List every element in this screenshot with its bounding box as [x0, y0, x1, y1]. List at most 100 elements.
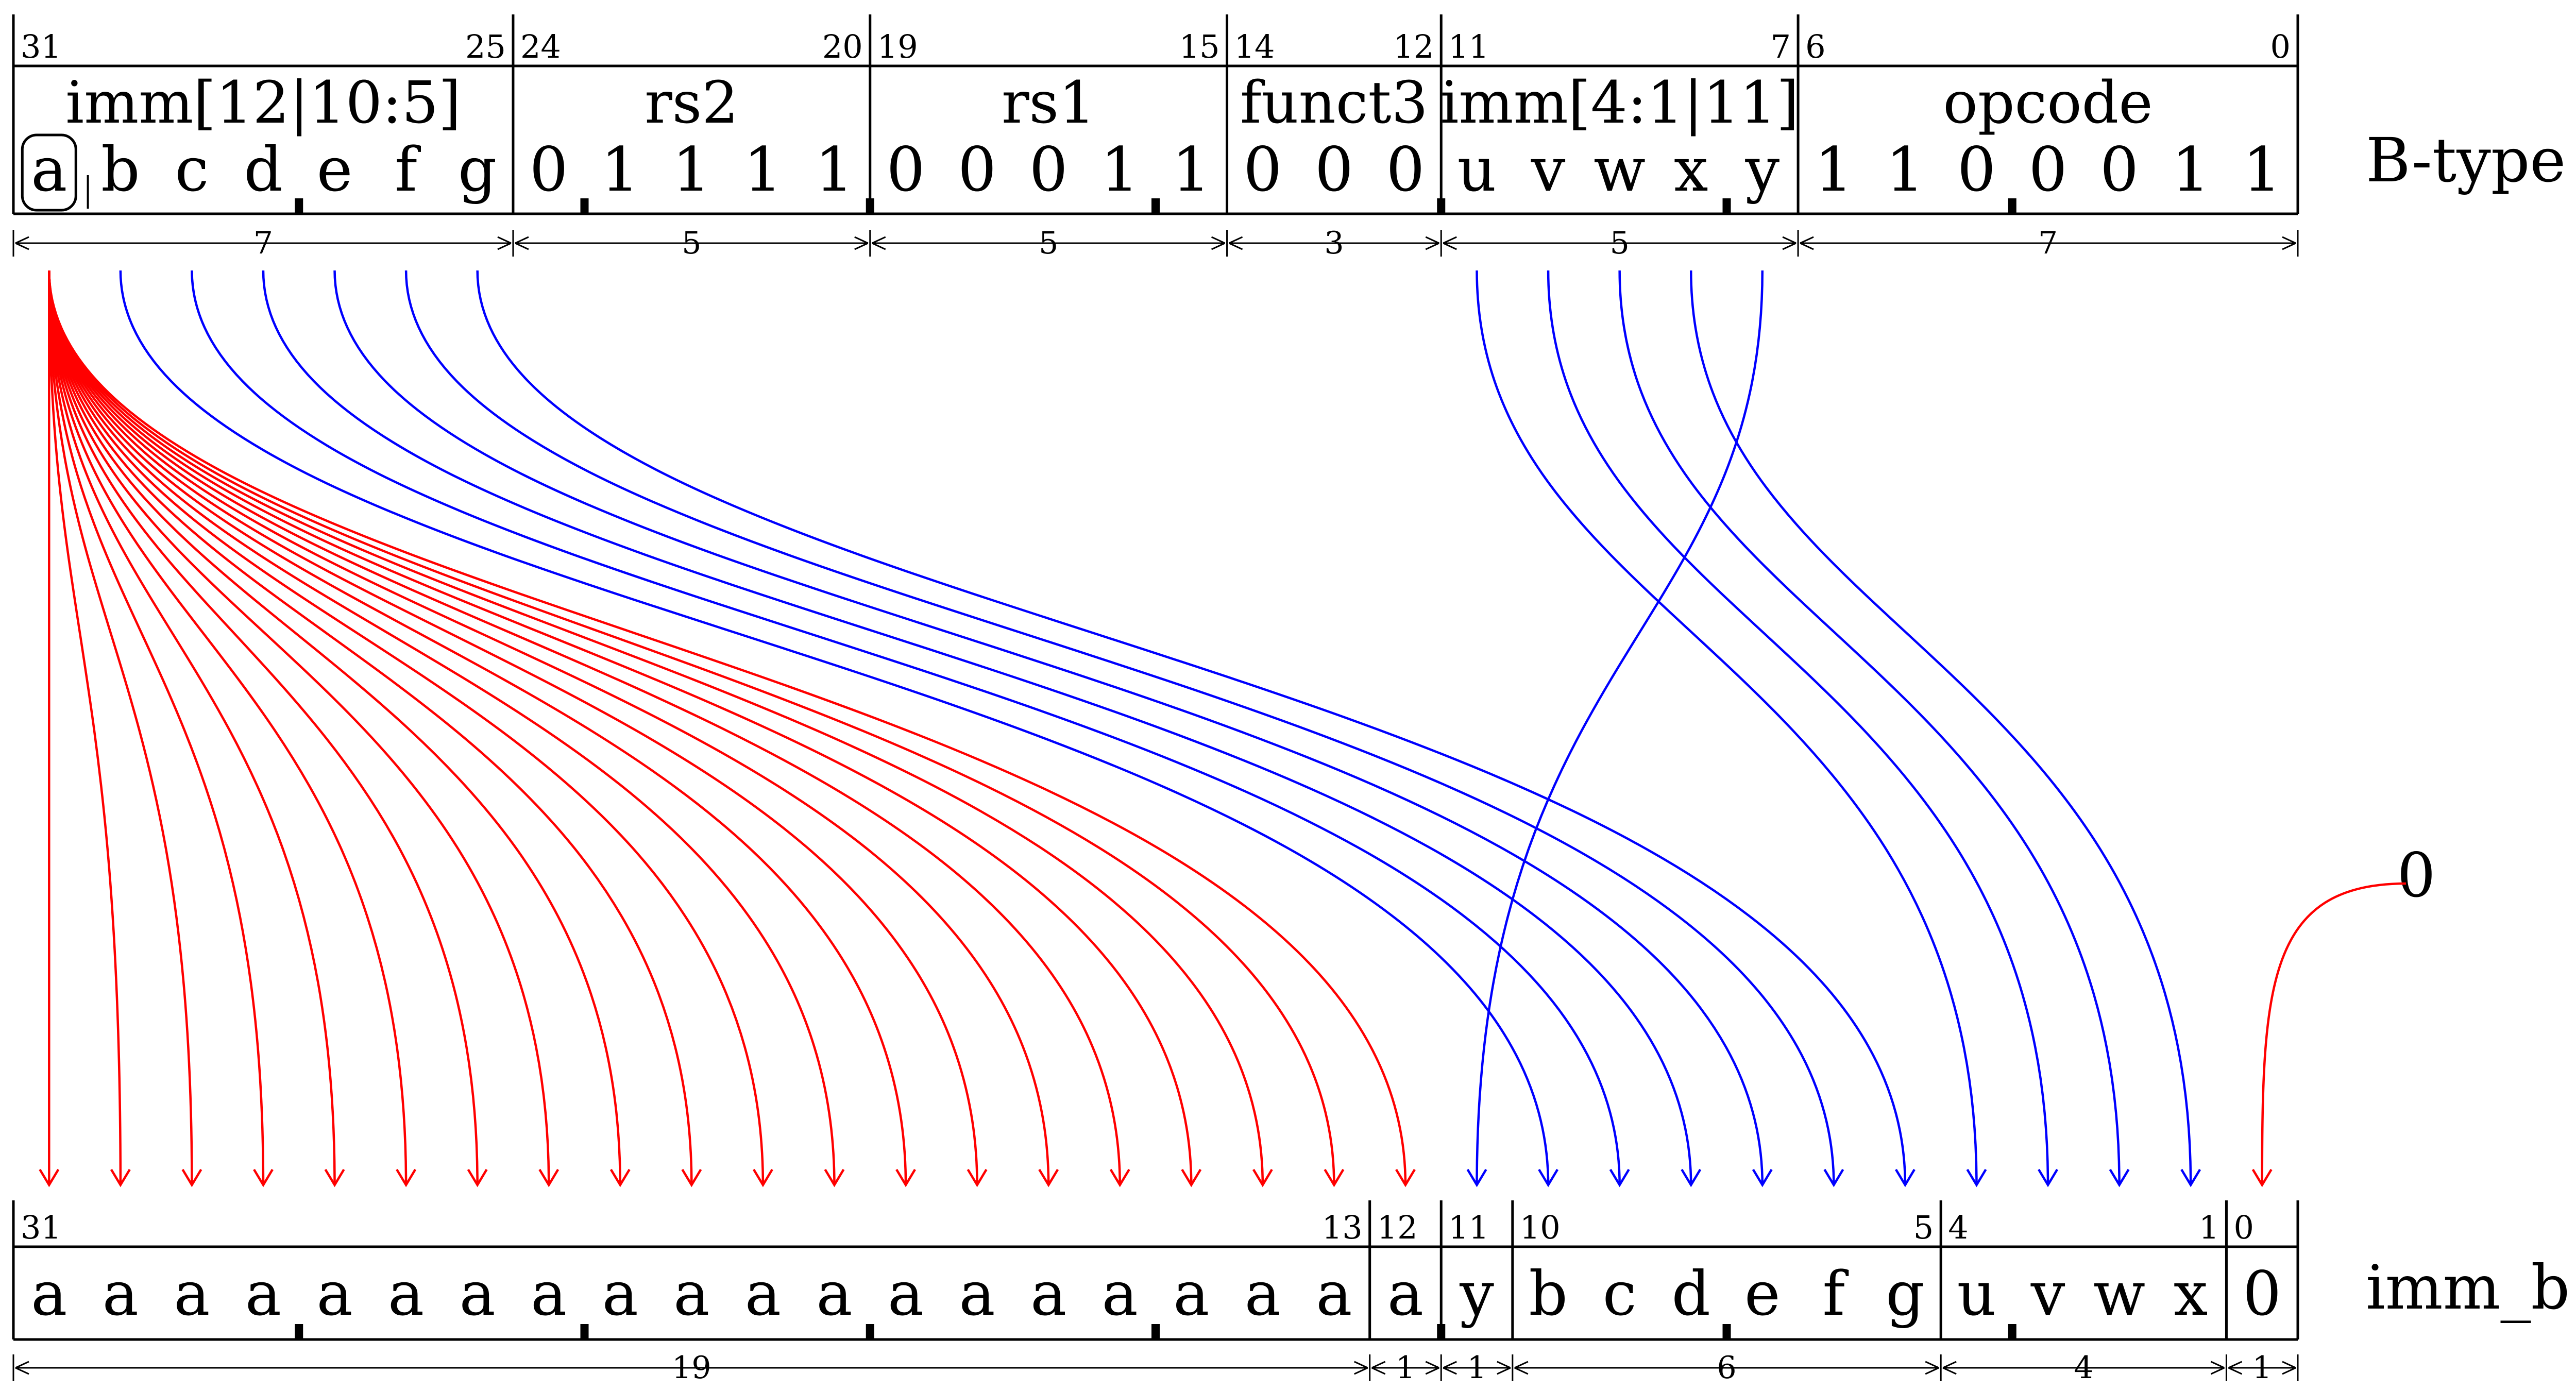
bit-value: a [1030, 1258, 1066, 1329]
b-type-label: B-type [2366, 125, 2566, 196]
bit-value: w [2093, 1258, 2145, 1329]
bit-index-lo: 12 [1393, 28, 1434, 65]
bit-index-lo: 13 [1322, 1209, 1363, 1246]
bit-value: c [1603, 1258, 1637, 1329]
bit-value: a [31, 134, 67, 205]
field-width-label: 5 [682, 225, 701, 261]
mapping-arrowhead [181, 1168, 202, 1188]
field-name: funct3 [1240, 70, 1428, 137]
bit-value: y [1744, 134, 1780, 205]
dimension-arrowhead-left [1228, 236, 1243, 250]
bit-mapping-wires [39, 270, 2406, 1188]
bit-value: a [745, 1258, 781, 1329]
bit-value: 1 [743, 134, 782, 205]
bit-value: 0 [530, 134, 568, 205]
mapping-arrowhead [1538, 1168, 1559, 1188]
bit-value: b [1529, 1258, 1568, 1329]
dimension-arrowhead-left [515, 236, 529, 250]
nibble-marker [866, 1324, 874, 1339]
mapping-arrowhead [752, 1168, 773, 1188]
dimension-arrowhead-left [15, 236, 29, 250]
bit-value: v [1531, 134, 1566, 205]
field-width-label: 19 [672, 1350, 711, 1386]
dimension-arrowhead-right [854, 236, 869, 250]
mapping-arrowhead [681, 1168, 702, 1188]
bit-value: e [1744, 1258, 1781, 1329]
nibble-marker [295, 198, 303, 214]
field-width-label: 7 [253, 225, 273, 261]
bit-value: 1 [815, 134, 854, 205]
mapping-wire [48, 270, 193, 1185]
mapping-arrowhead [467, 1168, 488, 1188]
dimension-arrowhead-left [1942, 1361, 1957, 1375]
mapping-arrowhead [1252, 1168, 1273, 1188]
bit-value: 0 [1315, 134, 1353, 205]
dimension-arrowhead-right [1782, 236, 1797, 250]
bit-value: a [673, 1258, 709, 1329]
bit-index-hi: 19 [877, 28, 918, 65]
mapping-arrowhead [2251, 1168, 2273, 1188]
nibble-marker [580, 198, 589, 214]
bit-value: w [1594, 134, 1646, 205]
sign-bit-highlight [21, 133, 77, 212]
mapping-arrowhead [1181, 1168, 1202, 1188]
dimension-arrowhead-right [1425, 1361, 1439, 1375]
bit-value: a [816, 1258, 852, 1329]
mapping-wire [48, 270, 265, 1185]
mapping-wire [404, 270, 1835, 1185]
mapping-wire [48, 270, 765, 1185]
bit-value: 1 [1815, 134, 1853, 205]
bit-value: g [1886, 1258, 1925, 1329]
dimension-arrowhead-right [2282, 1361, 2296, 1375]
bit-value: 0 [1957, 134, 1996, 205]
mapping-wire [48, 270, 1335, 1185]
bit-value: 0 [1029, 134, 1068, 205]
bit-index-hi: 14 [1234, 28, 1275, 65]
bit-index-lo: 7 [1771, 28, 1791, 65]
field-width-label: 3 [1324, 225, 1344, 261]
nibble-marker [1437, 1324, 1446, 1339]
nibble-marker [2008, 198, 2016, 214]
dimension-arrowhead-left [2228, 1361, 2243, 1375]
nibble-marker [1722, 1324, 1731, 1339]
mapping-arrowhead [2109, 1168, 2130, 1188]
bit-value: d [244, 134, 283, 205]
mapping-arrowhead [609, 1168, 631, 1188]
dimension-arrowhead-right [497, 236, 512, 250]
dimension-arrowhead-right [1497, 1361, 1511, 1375]
mapping-wire [48, 270, 550, 1185]
bit-value: 0 [1386, 134, 1425, 205]
bit-value: a [1245, 1258, 1281, 1329]
mapping-arrowhead [2038, 1168, 2058, 1188]
bit-value: a [602, 1258, 638, 1329]
dimension-arrowhead-left [1514, 1361, 1529, 1375]
bit-value: x [2174, 1258, 2208, 1329]
bit-value: a [959, 1258, 995, 1329]
bit-index-hi: 11 [1448, 1209, 1489, 1246]
dimension-arrowhead-right [1425, 236, 1439, 250]
mapping-arrowhead [1324, 1168, 1345, 1188]
mapping-wire [48, 270, 408, 1185]
bit-index-hi: 31 [21, 28, 61, 65]
bit-value: a [103, 1258, 139, 1329]
field-width-label: 1 [1467, 1350, 1486, 1386]
nibble-marker [1151, 1324, 1160, 1339]
bit-index-hi: 10 [1520, 1209, 1561, 1246]
bit-value: y [1459, 1258, 1494, 1329]
mapping-wire [48, 270, 479, 1185]
bit-value: a [1387, 1258, 1423, 1329]
bit-index-lo: 25 [465, 28, 506, 65]
dimension-arrowhead-right [2210, 1361, 2225, 1375]
mapping-wire [262, 270, 1692, 1185]
field-width-label: 6 [1717, 1350, 1736, 1386]
bit-value: 0 [2028, 134, 2067, 205]
mapping-wire [1618, 270, 2121, 1185]
mapping-wire [476, 270, 1907, 1185]
bit-value: a [245, 1258, 281, 1329]
bit-value: x [1674, 134, 1708, 205]
mapping-arrowhead [1109, 1168, 1130, 1188]
mapping-wire [333, 270, 1764, 1185]
mapping-wire [48, 270, 622, 1185]
mapping-wire [48, 270, 122, 1185]
bit-value: u [1458, 134, 1497, 205]
